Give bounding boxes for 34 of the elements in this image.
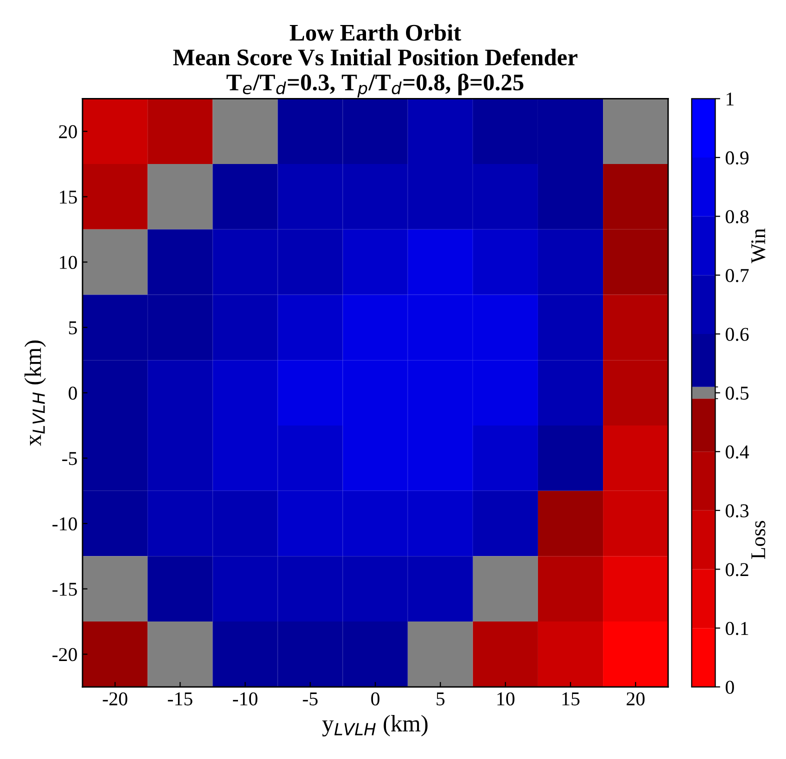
x-tick-label: 10 xyxy=(497,692,514,706)
color-bar-label: 0.2 xyxy=(726,563,748,576)
y-tick-label: 10 xyxy=(60,256,77,270)
color-bar-label: 0 xyxy=(726,680,734,694)
x-axis-title: y$_{LVLH}$ (km) xyxy=(322,714,428,736)
x-tick-label: -15 xyxy=(168,692,192,706)
x-tick-label: -5 xyxy=(302,692,318,706)
color-bar-label: 0.8 xyxy=(726,210,749,224)
chart-title: Low Earth Orbit Mean Score Vs Initial Position Defender T$_{e}$/T$_{d}$=0.3, T$_{p}$/T$_{d}$=0.8, β=0.25 xyxy=(173,24,578,98)
y-tick-label: -10 xyxy=(52,517,77,530)
color-bar-label: 0.3 xyxy=(726,504,749,518)
y-tick-label: 20 xyxy=(59,125,77,138)
color-bar-label: 0.6 xyxy=(726,328,749,341)
y-tick-label: 15 xyxy=(60,190,77,204)
color-bar-label: 0.1 xyxy=(726,622,748,636)
y-tick-label: -15 xyxy=(52,582,77,596)
text: Win xyxy=(751,228,766,264)
y-tick-label: 0 xyxy=(68,386,77,400)
text: Loss xyxy=(751,520,766,559)
y-axis-title: x$_{LVLH}$ (km) xyxy=(24,340,46,446)
x-tick-label: 15 xyxy=(562,692,580,706)
color-bar-label: 0.4 xyxy=(726,445,749,459)
y-tick-label: -20 xyxy=(52,648,77,662)
x-tick-label: 5 xyxy=(436,692,444,706)
color-bar-label: 0.5 xyxy=(726,386,749,400)
x-tick-label: 20 xyxy=(626,692,645,706)
color-bar-label: 1 xyxy=(726,92,734,106)
color-bar-label: 0.9 xyxy=(726,151,748,165)
x-tick-label: -10 xyxy=(232,692,258,706)
x-tick-label: 0 xyxy=(371,692,380,706)
x-tick-label: -20 xyxy=(102,692,128,706)
y-tick-label: 5 xyxy=(69,321,77,334)
y-tick-label: -5 xyxy=(62,452,77,466)
color-bar-label: 0.7 xyxy=(726,268,749,282)
